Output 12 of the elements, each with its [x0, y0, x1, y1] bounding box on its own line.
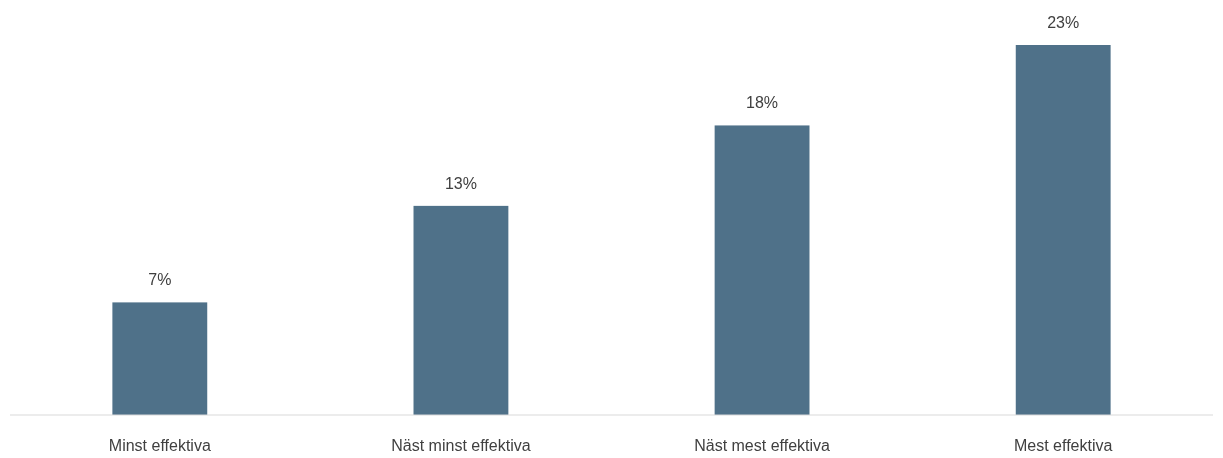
- data-label: 7%: [148, 271, 172, 289]
- data-label: 18%: [746, 94, 779, 112]
- x-tick-label: Näst minst effektiva: [391, 437, 531, 454]
- bar: [413, 205, 509, 415]
- x-tick-label: Näst mest effektiva: [694, 437, 831, 454]
- bar: [714, 125, 810, 415]
- x-tick-label: Minst effektiva: [108, 437, 211, 454]
- data-label: 23%: [1047, 14, 1080, 31]
- x-tick-label: Mest effektiva: [1013, 437, 1113, 454]
- data-label: 13%: [444, 174, 477, 192]
- bar: [112, 302, 208, 415]
- bar: [1015, 45, 1111, 415]
